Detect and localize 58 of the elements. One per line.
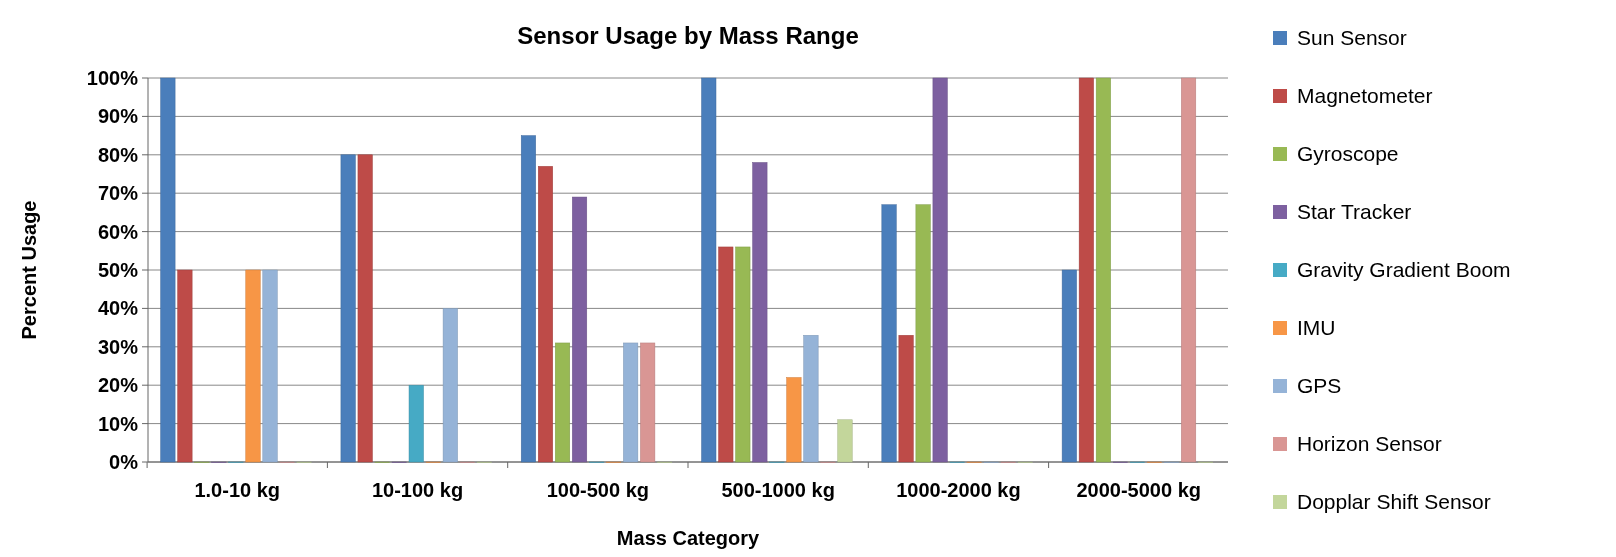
y-tick-label: 0%	[109, 451, 139, 473]
y-tick-label: 10%	[97, 412, 139, 435]
x-axis-title: Mass Category	[616, 527, 761, 549]
bar	[262, 269, 278, 463]
legend-label: Star Tracker	[1297, 200, 1412, 224]
legend-label: Dopplar Shift Sensor	[1297, 490, 1491, 514]
y-tick-label: 60%	[97, 220, 139, 243]
chart-title: Sensor Usage by Mass Range	[517, 22, 859, 49]
bar	[640, 342, 656, 463]
bar	[160, 77, 176, 463]
bar	[786, 377, 802, 463]
x-tick-label: 500-1000 kg	[721, 479, 835, 501]
y-tick-label: 100%	[86, 67, 139, 89]
y-tick-label: 90%	[97, 105, 139, 128]
legend-label: Sun Sensor	[1297, 26, 1407, 50]
y-tick-label: 30%	[97, 335, 139, 358]
x-tick-label: 100-500 kg	[546, 479, 649, 501]
bar	[932, 77, 948, 463]
bar	[357, 154, 373, 463]
y-axis-title: Percent Usage	[18, 200, 40, 340]
x-tick-label: 10-100 kg	[371, 479, 464, 501]
legend-label: GPS	[1297, 374, 1342, 398]
bar	[837, 419, 853, 463]
bar	[915, 204, 931, 463]
bar	[1078, 77, 1094, 463]
x-tick-label: 1.0-10 kg	[194, 479, 281, 501]
legend-label: Gyroscope	[1297, 142, 1399, 166]
bar	[1061, 269, 1077, 463]
y-tick-label: 70%	[97, 182, 139, 205]
bar	[520, 135, 536, 463]
bar	[572, 196, 588, 463]
bar	[881, 204, 897, 463]
y-tick-label: 40%	[97, 297, 139, 320]
y-tick-label: 50%	[97, 259, 139, 281]
bar	[752, 162, 768, 463]
x-tick-label: 1000-2000 kg	[896, 479, 1021, 501]
legend-label: IMU	[1297, 316, 1336, 340]
bar	[1095, 77, 1111, 463]
bar	[701, 77, 717, 463]
bar	[803, 335, 819, 463]
legend-label: Magnetometer	[1297, 84, 1433, 108]
legend-label: Gravity Gradient Boom	[1297, 258, 1511, 282]
bar	[555, 342, 570, 463]
bar	[898, 335, 914, 463]
legend-label: Horizon Sensor	[1297, 432, 1442, 456]
bar	[623, 342, 639, 463]
bar	[538, 166, 553, 463]
x-tick-label: 2000-5000 kg	[1076, 479, 1202, 501]
bar	[1181, 77, 1197, 463]
bar	[735, 246, 751, 463]
bar	[408, 384, 424, 463]
bar	[245, 269, 261, 463]
y-tick-label: 20%	[97, 374, 139, 397]
bar	[340, 154, 356, 463]
bar	[718, 246, 734, 463]
bar	[442, 308, 458, 463]
bar	[177, 269, 193, 463]
y-tick-label: 80%	[97, 143, 139, 166]
